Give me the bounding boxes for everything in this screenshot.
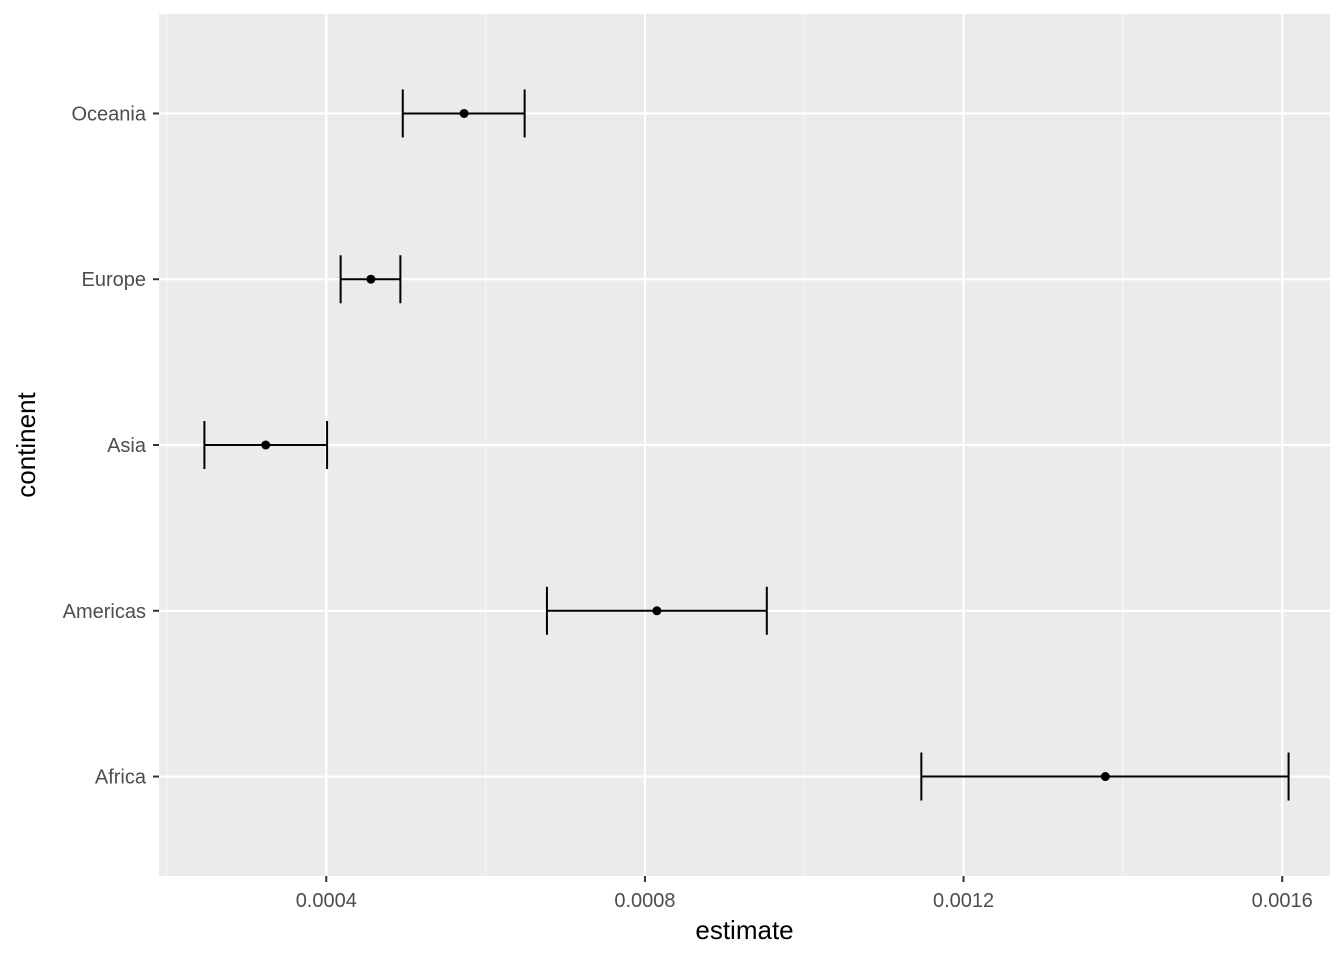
estimate-point [652, 606, 662, 616]
estimate-point [1100, 772, 1110, 782]
estimate-point [261, 440, 271, 450]
x-tick-label: 0.0016 [1252, 890, 1313, 912]
y-axis-title: continent [11, 391, 41, 497]
estimate-point [366, 274, 376, 284]
y-tick-label: Oceania [72, 103, 147, 125]
x-axis-title: estimate [695, 915, 793, 945]
y-tick-label: Africa [95, 767, 147, 789]
x-axis: 0.0004 0.0008 0.0012 0.0016 [296, 876, 1313, 912]
y-tick-label: Asia [107, 435, 147, 457]
x-tick-label: 0.0008 [614, 890, 675, 912]
x-tick-label: 0.0004 [296, 890, 357, 912]
y-axis: Africa Americas Asia Europe Oceania [63, 103, 159, 789]
x-tick-label: 0.0012 [933, 890, 994, 912]
y-tick-label: Americas [63, 601, 146, 623]
estimate-point [459, 108, 469, 118]
error-bars [203, 89, 1290, 801]
y-tick-label: Europe [82, 269, 147, 291]
